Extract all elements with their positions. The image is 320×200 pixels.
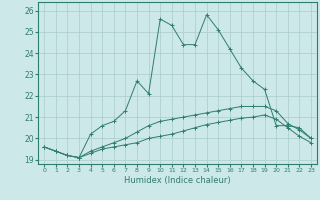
X-axis label: Humidex (Indice chaleur): Humidex (Indice chaleur) — [124, 176, 231, 185]
